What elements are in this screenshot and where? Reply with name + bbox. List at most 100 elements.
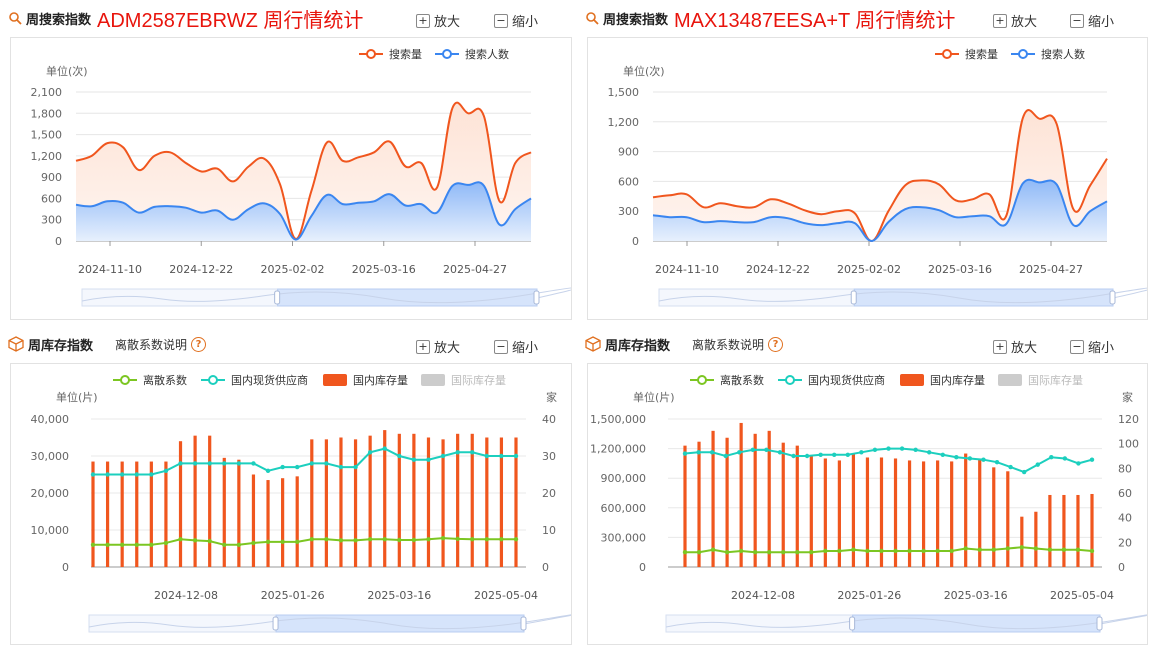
y-tick-label: 600,000 bbox=[601, 502, 647, 515]
bar-domestic-stock bbox=[823, 458, 827, 567]
point-suppliers bbox=[750, 447, 756, 453]
bar-domestic-stock bbox=[978, 458, 982, 567]
point-dispersion bbox=[105, 542, 110, 547]
zoom-in-button[interactable]: + 放大 bbox=[993, 11, 1037, 30]
y-tick-label: 40,000 bbox=[31, 413, 70, 426]
point-suppliers bbox=[1008, 464, 1013, 470]
y-tick-label: 1,500,000 bbox=[590, 413, 646, 426]
point-suppliers bbox=[338, 464, 344, 470]
point-dispersion bbox=[921, 548, 926, 554]
point-suppliers bbox=[709, 450, 715, 455]
zoom-out-button[interactable]: − 缩小 bbox=[494, 337, 538, 356]
bar-domestic-stock bbox=[91, 461, 95, 567]
bar-domestic-stock bbox=[1048, 494, 1052, 567]
zoom-in-button[interactable]: + 放大 bbox=[416, 337, 460, 356]
y2-tick-label: 80 bbox=[1118, 462, 1132, 475]
range-slider-handle-right bbox=[1109, 290, 1116, 305]
point-dispersion bbox=[163, 540, 169, 546]
y-tick-label: 600 bbox=[618, 175, 639, 188]
zoom-out-label: 缩小 bbox=[512, 341, 539, 356]
zoom-out-button[interactable]: − 缩小 bbox=[1070, 11, 1114, 30]
range-slider-handle-right bbox=[1096, 616, 1103, 631]
y-tick-label: 0 bbox=[639, 561, 646, 574]
y-axis-unit-label: 单位(次) bbox=[623, 64, 665, 78]
bar-domestic-stock bbox=[711, 430, 715, 567]
legend-label: 国内现货供应商 bbox=[231, 373, 308, 387]
x-tick-label: 2025-03-16 bbox=[928, 263, 992, 276]
point-suppliers bbox=[1021, 469, 1027, 475]
point-dispersion bbox=[265, 539, 271, 545]
bar-domestic-stock bbox=[397, 433, 401, 567]
zoom-out-button[interactable]: − 缩小 bbox=[1070, 337, 1114, 356]
x-tick-label: 2025-04-27 bbox=[1019, 263, 1083, 276]
bar-domestic-stock bbox=[921, 461, 926, 567]
point-suppliers bbox=[397, 453, 402, 459]
y-tick-label: 0 bbox=[55, 235, 62, 248]
point-dispersion bbox=[324, 537, 329, 542]
zoom-in-button[interactable]: + 放大 bbox=[993, 337, 1037, 356]
bar-domestic-stock bbox=[725, 437, 729, 567]
x-tick-label: 2025-02-02 bbox=[261, 263, 325, 276]
legend-swatch-marker bbox=[442, 49, 452, 59]
minus-icon: − bbox=[494, 13, 508, 28]
minus-icon: − bbox=[1070, 339, 1084, 354]
y-tick-label: 300,000 bbox=[601, 531, 647, 544]
help-link[interactable]: 离散系数说明 bbox=[692, 337, 765, 352]
bar-domestic-stock bbox=[339, 437, 343, 567]
bar-domestic-stock bbox=[865, 457, 870, 567]
range-slider-preview bbox=[88, 612, 581, 630]
series-line-search-users bbox=[652, 178, 1108, 243]
point-dispersion bbox=[178, 537, 183, 542]
y2-tick-label: 0 bbox=[542, 561, 549, 574]
magnifier-icon bbox=[9, 12, 22, 25]
point-suppliers bbox=[484, 453, 490, 459]
inventory-chart-panel-right: 单位(片) 家 0 300,000 600,000 900,000 1,200,000 1,5… bbox=[587, 363, 1155, 645]
section-title: 周搜索指数 bbox=[26, 12, 92, 28]
point-dispersion bbox=[149, 542, 154, 547]
bar-domestic-stock bbox=[310, 439, 314, 567]
bar-domestic-stock bbox=[683, 445, 687, 567]
help-link[interactable]: 离散系数说明 bbox=[115, 337, 188, 352]
zoom-out-button[interactable]: − 缩小 bbox=[494, 11, 538, 30]
point-dispersion bbox=[440, 535, 446, 541]
point-suppliers bbox=[818, 452, 823, 457]
question-icon[interactable]: ? bbox=[191, 336, 207, 352]
y-tick-label: 0 bbox=[632, 235, 639, 248]
y2-axis-unit-label: 家 bbox=[546, 390, 557, 404]
bar-domestic-stock bbox=[1020, 516, 1024, 567]
legend-swatch-marker bbox=[942, 49, 952, 59]
point-suppliers bbox=[236, 461, 242, 466]
point-dispersion bbox=[935, 548, 940, 554]
legend-swatch-bar bbox=[323, 374, 347, 386]
bar-domestic-stock bbox=[105, 461, 110, 567]
section-title: 周库存指数 bbox=[28, 338, 94, 354]
bar-domestic-stock bbox=[907, 460, 912, 567]
point-dispersion bbox=[682, 550, 688, 555]
question-icon[interactable]: ? bbox=[768, 336, 784, 352]
point-suppliers bbox=[994, 459, 1000, 465]
point-dispersion bbox=[470, 537, 475, 542]
point-dispersion bbox=[134, 542, 139, 547]
box-icon bbox=[585, 336, 601, 352]
point-dispersion bbox=[1033, 546, 1039, 551]
point-suppliers bbox=[845, 452, 850, 457]
point-suppliers bbox=[899, 446, 905, 451]
point-suppliers bbox=[295, 464, 300, 470]
y-axis-unit-label: 单位(片) bbox=[56, 390, 98, 404]
part-title: MAX13487EESA+T 周行情统计 bbox=[674, 9, 956, 32]
point-suppliers bbox=[513, 453, 519, 459]
point-dispersion bbox=[823, 548, 828, 554]
legend-label: 离散系数 bbox=[720, 373, 764, 387]
bar-domestic-stock bbox=[753, 433, 757, 567]
point-suppliers bbox=[411, 457, 417, 462]
point-dispersion bbox=[513, 537, 519, 542]
zoom-in-button[interactable]: + 放大 bbox=[416, 11, 460, 30]
section-title: 周库存指数 bbox=[605, 338, 671, 354]
bar-domestic-stock bbox=[809, 456, 813, 567]
x-tick-label: 2025-01-26 bbox=[837, 589, 901, 602]
legend-swatch-marker bbox=[120, 375, 130, 385]
point-dispersion bbox=[309, 537, 314, 542]
range-slider-selection bbox=[852, 614, 1101, 633]
point-suppliers bbox=[927, 450, 932, 455]
point-suppliers bbox=[265, 468, 271, 473]
